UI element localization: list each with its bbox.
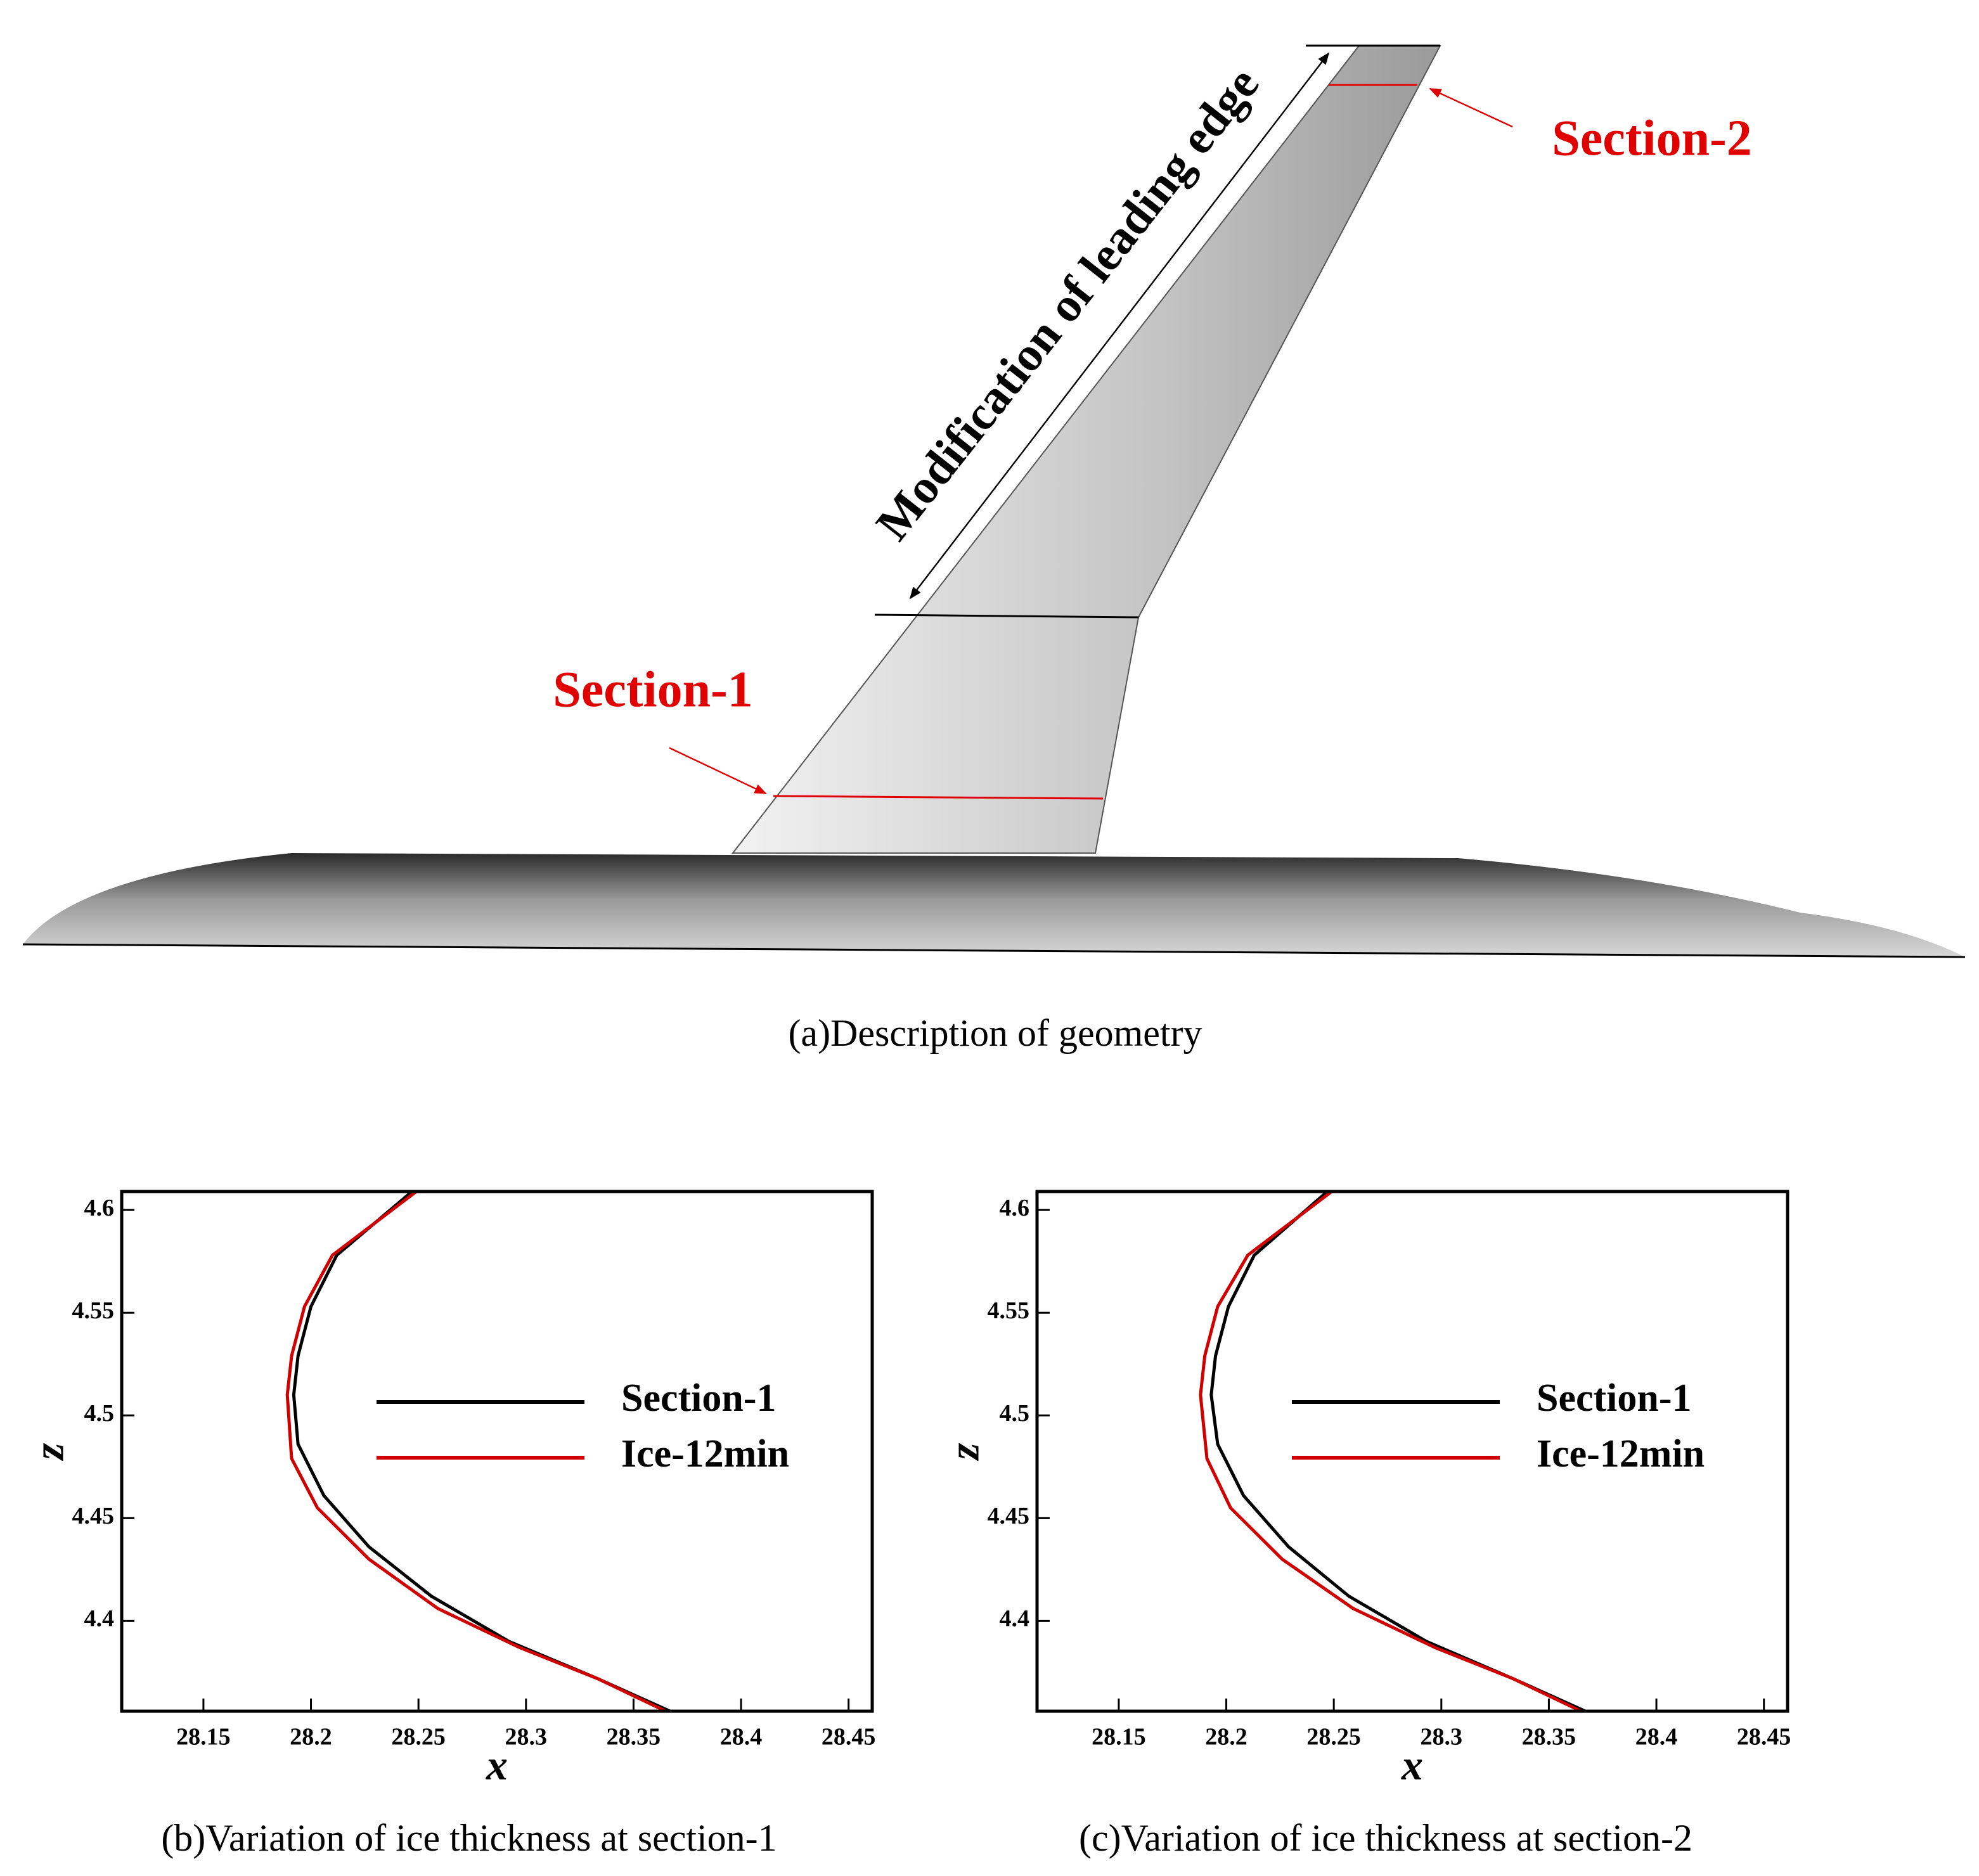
- section-1-label: Section-1: [553, 662, 753, 717]
- plot-frame: [120, 1190, 874, 1713]
- x-tick-label: 28.35: [607, 1724, 661, 1751]
- series-line: [1209, 1190, 1587, 1713]
- section-2-arrow: [1429, 87, 1513, 128]
- x-tick-label: 28.25: [391, 1724, 446, 1751]
- x-axis-label: x: [1401, 1741, 1423, 1789]
- legend-label: Section-1: [1537, 1377, 1692, 1420]
- y-tick-label: 4.45: [988, 1503, 1030, 1529]
- caption: (a)Description of geometry: [788, 1012, 1202, 1054]
- legend-label: Ice-12min: [621, 1432, 789, 1475]
- x-tick-label: 28.25: [1306, 1724, 1361, 1751]
- section-1-arrow: [669, 747, 767, 795]
- geometry-panel: Section-1 Section-2 Modification of lead…: [22, 44, 1966, 1054]
- y-tick-label: 4.4: [1000, 1605, 1030, 1632]
- legend-label: Section-1: [621, 1377, 777, 1420]
- leading-edge-arrow: [909, 52, 1330, 600]
- x-tick-label: 28.15: [176, 1724, 231, 1751]
- x-tick-label: 28.2: [1205, 1724, 1247, 1751]
- plot-frame: [1035, 1190, 1789, 1713]
- y-tick-label: 4.6: [84, 1195, 115, 1221]
- x-tick-label: 28.45: [822, 1724, 876, 1751]
- series-line: [292, 1190, 671, 1713]
- section-2-label: Section-2: [1552, 110, 1752, 166]
- x-tick-label: 28.4: [720, 1724, 763, 1751]
- y-axis-label: z: [940, 1442, 988, 1461]
- section-cut: [874, 614, 1139, 619]
- x-tick-label: 28.3: [1421, 1724, 1463, 1751]
- x-tick-label: 28.15: [1092, 1724, 1146, 1751]
- y-tick-label: 4.55: [988, 1297, 1030, 1324]
- x-tick-label: 28.45: [1737, 1724, 1791, 1751]
- caption: (c)Variation of ice thickness at section…: [1079, 1817, 1692, 1859]
- caption: (b)Variation of ice thickness at section…: [161, 1817, 777, 1859]
- y-tick-label: 4.5: [84, 1400, 115, 1427]
- y-tick-label: 4.55: [72, 1297, 115, 1324]
- x-axis-label: x: [486, 1741, 508, 1789]
- x-tick-label: 28.35: [1522, 1724, 1576, 1751]
- y-tick-label: 4.45: [72, 1503, 115, 1529]
- y-tick-label: 4.5: [1000, 1400, 1030, 1427]
- x-tick-label: 28.2: [290, 1724, 332, 1751]
- series-line: [285, 1190, 667, 1713]
- fuselage: [23, 853, 1965, 957]
- section-1-line: [773, 795, 1104, 800]
- legend-label: Ice-12min: [1537, 1432, 1705, 1475]
- fin: [731, 45, 1441, 854]
- fuselage-base: [22, 943, 1966, 958]
- y-tick-label: 4.4: [84, 1605, 115, 1632]
- y-tick-label: 4.6: [1000, 1195, 1030, 1221]
- y-axis-label: z: [25, 1442, 73, 1461]
- x-tick-label: 28.4: [1635, 1724, 1678, 1751]
- series-line: [1199, 1190, 1582, 1713]
- x-tick-label: 28.3: [505, 1724, 548, 1751]
